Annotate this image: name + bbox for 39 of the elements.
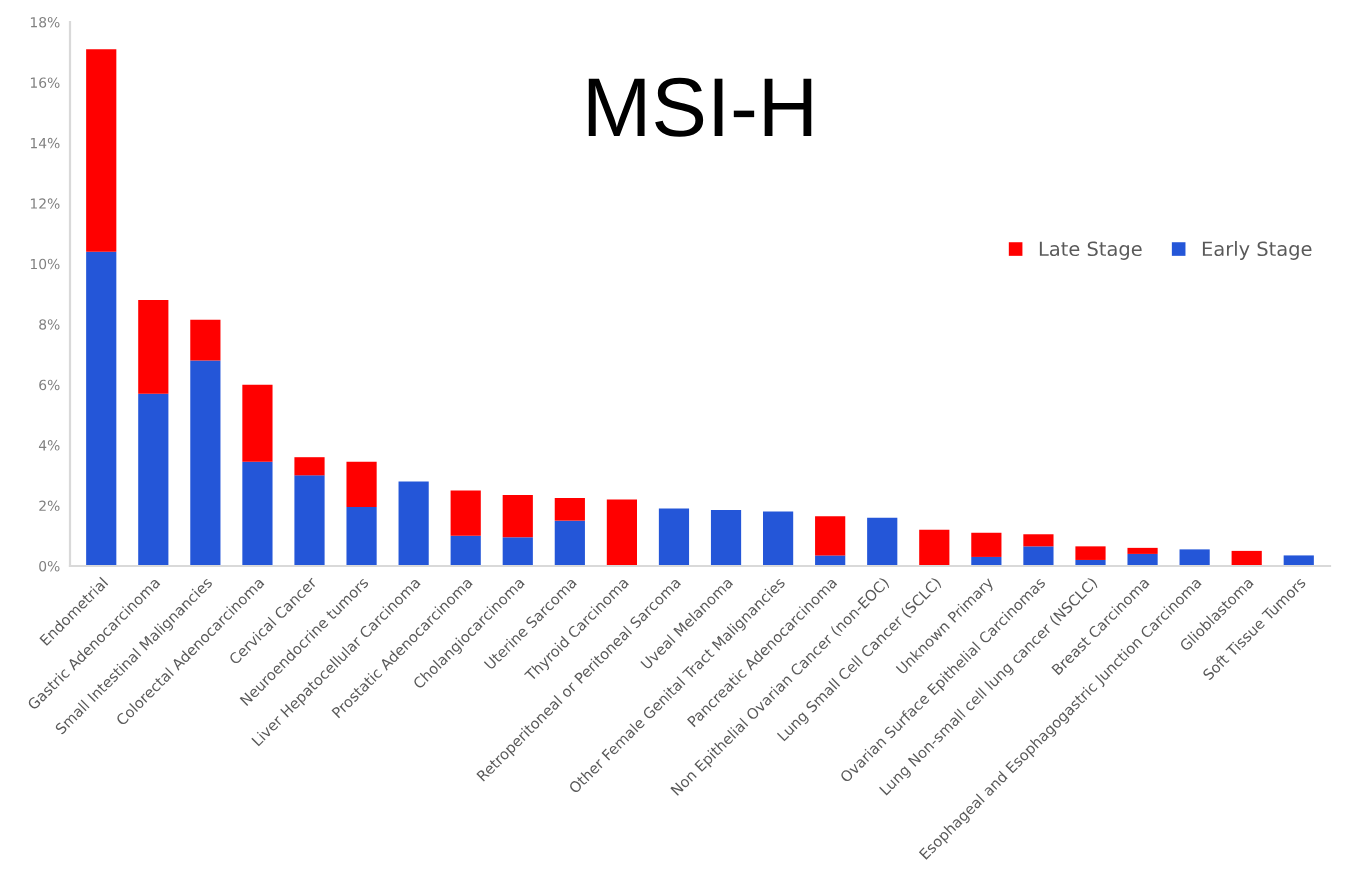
bar — [138, 300, 169, 394]
bar — [346, 507, 377, 566]
bar — [554, 520, 585, 566]
legend-label: Late Stage — [1039, 241, 1142, 260]
bar — [606, 499, 637, 566]
bar — [815, 555, 846, 566]
bar — [867, 517, 898, 566]
bar — [919, 529, 950, 566]
bar — [1075, 546, 1106, 560]
bar — [502, 537, 533, 566]
bar — [971, 532, 1002, 557]
bar — [1127, 553, 1158, 566]
text: MSI-H — [588, 77, 812, 137]
bar — [294, 475, 325, 566]
bar — [86, 251, 117, 566]
bar — [450, 490, 481, 536]
bar — [190, 319, 221, 361]
bar — [242, 384, 273, 462]
bar — [138, 393, 169, 566]
bar — [1179, 549, 1210, 566]
bar — [815, 516, 846, 556]
bar — [1127, 547, 1158, 554]
legend-label: Early Stage — [1202, 241, 1312, 260]
bar — [450, 535, 481, 566]
bar — [346, 461, 377, 508]
bar — [658, 508, 690, 566]
bar — [190, 360, 221, 566]
bar — [710, 510, 742, 566]
bar — [1023, 534, 1054, 547]
bar — [554, 498, 585, 521]
bar — [86, 49, 117, 252]
bar — [1023, 546, 1054, 566]
bar — [1283, 555, 1314, 566]
bar — [1231, 550, 1262, 566]
bar — [398, 481, 429, 566]
bar — [242, 461, 273, 566]
bar — [502, 494, 533, 538]
bar — [763, 511, 794, 566]
bar — [294, 457, 325, 476]
